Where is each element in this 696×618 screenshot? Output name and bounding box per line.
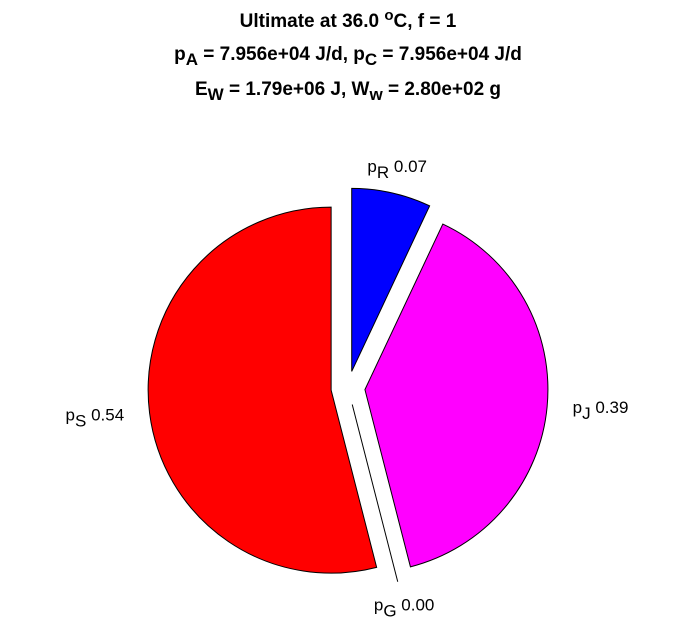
title-sup: o bbox=[384, 7, 393, 24]
title-sub: A bbox=[186, 50, 198, 69]
title-text: p bbox=[174, 44, 186, 65]
label-value: 0.07 bbox=[394, 157, 427, 176]
label-symbol: p bbox=[573, 399, 582, 418]
label-value: 0.54 bbox=[91, 406, 124, 425]
label-symbol: p bbox=[66, 406, 75, 425]
label-sub: J bbox=[582, 405, 591, 424]
label-symbol: p bbox=[367, 157, 376, 176]
title-sub: C bbox=[365, 50, 377, 69]
pie-slice bbox=[351, 187, 431, 372]
title-line: pA = 7.956e+04 J/d, pC = 7.956e+04 J/d bbox=[174, 44, 522, 69]
title-text: = 7.956e+04 J/d, p bbox=[198, 44, 365, 65]
pie-slice bbox=[364, 223, 549, 568]
title-text: Ultimate at 36.0 bbox=[240, 11, 385, 32]
label-value: 0.00 bbox=[401, 596, 434, 615]
title-line: Ultimate at 36.0 oC, f = 1 bbox=[240, 7, 457, 32]
label-sub: G bbox=[383, 602, 396, 618]
slice-label: pJ 0.39 bbox=[573, 399, 629, 424]
title-text: C, f = 1 bbox=[394, 11, 457, 32]
label-sub: R bbox=[377, 163, 389, 182]
label-value: 0.39 bbox=[595, 399, 628, 418]
title-sub: w bbox=[368, 85, 383, 104]
pie-slice bbox=[147, 206, 378, 574]
title-text: = 7.956e+04 J/d bbox=[377, 44, 522, 65]
title-text: = 2.80e+02 g bbox=[383, 79, 501, 100]
slice-label: pS 0.54 bbox=[66, 406, 125, 431]
slice-label: pG 0.00 bbox=[374, 596, 435, 618]
title-sub: W bbox=[208, 85, 225, 104]
title-line: EW = 1.79e+06 J, Ww = 2.80e+02 g bbox=[195, 79, 501, 104]
slice-label: pR 0.07 bbox=[367, 157, 427, 182]
label-sub: S bbox=[75, 412, 86, 431]
label-symbol: p bbox=[374, 596, 383, 615]
title-text: = 1.79e+06 J, W bbox=[224, 79, 370, 100]
title-text: E bbox=[195, 79, 208, 100]
